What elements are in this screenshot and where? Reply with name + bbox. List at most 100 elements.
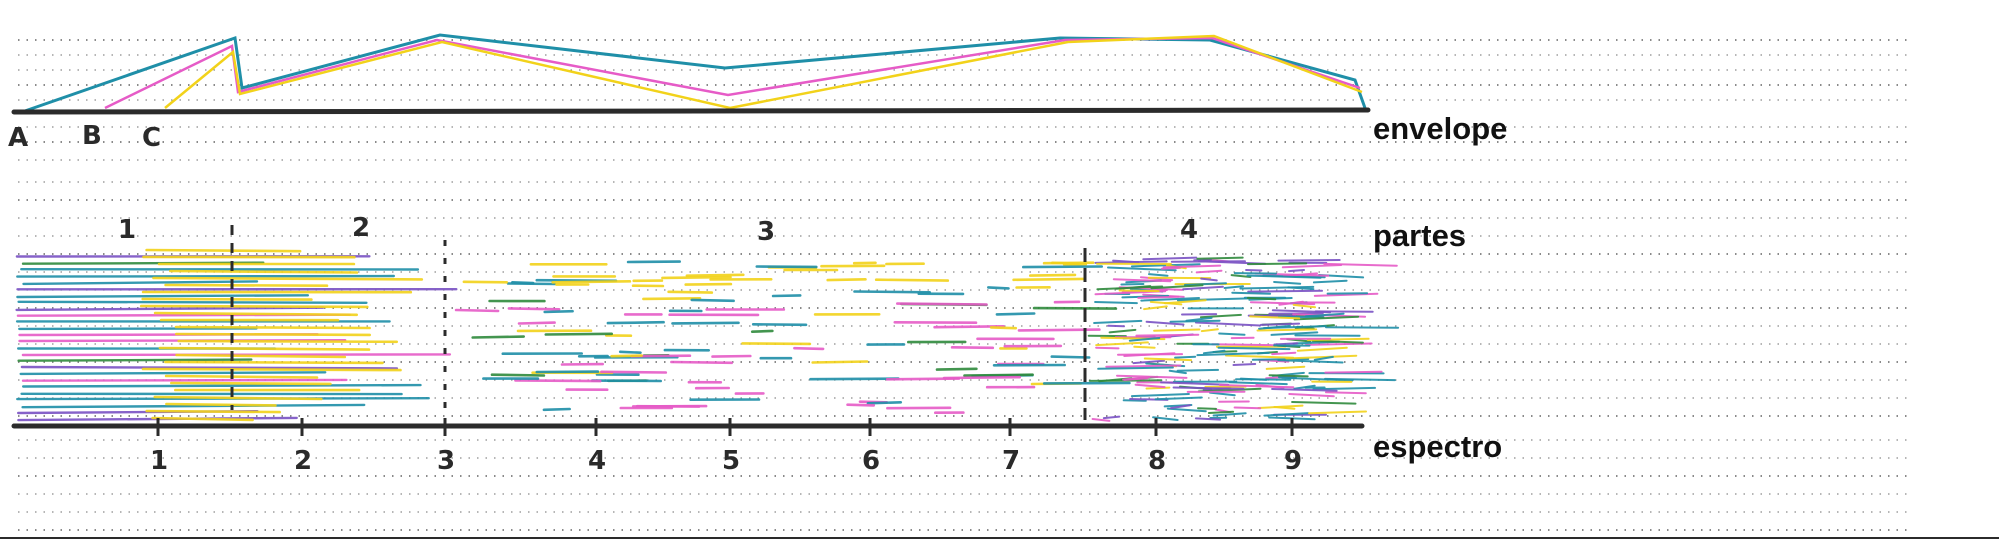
spectrum-stroke bbox=[175, 353, 347, 359]
spectrum-stroke bbox=[826, 277, 867, 282]
spectrum-stroke bbox=[1199, 313, 1242, 319]
spectrum-stroke bbox=[1093, 319, 1143, 324]
spectrum-stroke bbox=[1278, 376, 1298, 379]
spectrum-stroke bbox=[1325, 391, 1367, 395]
spectrum-stroke bbox=[685, 273, 745, 278]
spectrum-stroke bbox=[1170, 260, 1246, 263]
spectrum-stroke bbox=[1218, 384, 1295, 389]
spectrum-stroke bbox=[169, 269, 359, 274]
spectrum-stroke bbox=[1246, 274, 1322, 279]
spectrum-stroke bbox=[711, 354, 752, 358]
spectrum-tick-label: 8 bbox=[1148, 446, 1166, 476]
spectrum-ticks: 1 2 3 4 5 6 7 8 9 bbox=[150, 418, 1302, 476]
spectrum-stroke bbox=[1323, 262, 1398, 267]
spectrum-stroke bbox=[1233, 406, 1262, 410]
spectrum-stroke bbox=[1116, 374, 1188, 379]
spectrum-stroke bbox=[1246, 296, 1277, 301]
spectrum-stroke bbox=[17, 358, 253, 362]
spectrum-stroke bbox=[771, 294, 802, 298]
spectrum-stroke bbox=[1135, 333, 1200, 337]
spectrum-stroke bbox=[1112, 278, 1172, 283]
spectrum-stroke bbox=[490, 373, 546, 377]
spectrum-stroke bbox=[551, 279, 632, 284]
envelope-curves bbox=[21, 33, 1367, 114]
spectrum-stroke bbox=[670, 360, 734, 365]
spectrum-stroke bbox=[507, 307, 561, 311]
spectrum-stroke bbox=[1137, 295, 1180, 299]
spectrum-stroke bbox=[151, 416, 254, 422]
spectrum-tick-label: 9 bbox=[1284, 446, 1302, 476]
partes-label: partes bbox=[1373, 218, 1466, 253]
spectrum-stroke bbox=[1217, 346, 1291, 351]
spectrum-stroke bbox=[809, 377, 900, 381]
spectrum-stroke bbox=[1325, 326, 1400, 329]
spectrum-stroke bbox=[164, 374, 319, 379]
spectrum-stroke bbox=[1107, 266, 1177, 272]
spectrum-stroke bbox=[1249, 301, 1316, 306]
spectrum-stroke bbox=[1305, 342, 1373, 346]
spectrum-stroke bbox=[170, 381, 332, 386]
spectrum-stroke bbox=[1293, 315, 1360, 321]
spectrum-stroke bbox=[15, 306, 325, 312]
spectrum-stroke bbox=[1278, 300, 1304, 306]
spectrum-stroke bbox=[1133, 345, 1156, 349]
spectrum-stroke bbox=[21, 378, 348, 382]
spectrum-stroke bbox=[1120, 283, 1145, 286]
spectrum-stroke bbox=[153, 395, 323, 401]
spectrum-tick-label: 1 bbox=[150, 446, 168, 476]
spectrum-stroke bbox=[750, 329, 774, 334]
spectrum-tick-label: 2 bbox=[294, 446, 312, 476]
spectrum-stroke bbox=[751, 322, 808, 327]
spectrum-stroke bbox=[22, 280, 259, 286]
spectrum-stroke bbox=[145, 409, 282, 414]
spectrum-stroke bbox=[661, 275, 732, 280]
spectrum-stroke bbox=[1154, 396, 1203, 401]
spectrum-stroke bbox=[690, 298, 735, 303]
spectrum-tick-label: 7 bbox=[1002, 446, 1020, 476]
spectrum-stroke bbox=[1223, 285, 1244, 289]
spectrum-stroke bbox=[1132, 359, 1165, 365]
spectrum-stroke bbox=[1096, 285, 1164, 291]
spectrum-stroke bbox=[1270, 331, 1319, 336]
spectrum-stroke bbox=[1121, 294, 1170, 299]
spectrum-stroke bbox=[1017, 328, 1101, 332]
spectrum-stroke bbox=[1152, 416, 1179, 421]
spectrum-stroke bbox=[1308, 410, 1367, 415]
spectrum-stroke bbox=[1142, 256, 1198, 261]
spectrum-stroke bbox=[642, 296, 702, 301]
spectrum-stroke bbox=[866, 400, 903, 405]
spectrum-stroke bbox=[1105, 364, 1182, 368]
spectrum-stroke bbox=[1050, 355, 1091, 359]
spectrum-stroke bbox=[1140, 297, 1200, 302]
spectrum-stroke bbox=[1160, 266, 1182, 270]
spectrum-stroke bbox=[543, 309, 574, 314]
spectrum-stroke bbox=[1176, 368, 1219, 372]
spectrum-stroke bbox=[1235, 378, 1292, 381]
spectrum-stroke bbox=[1239, 285, 1315, 290]
spectrum-stroke bbox=[1196, 351, 1270, 357]
spectrum-stroke bbox=[1211, 343, 1274, 347]
spectrum-stroke bbox=[1095, 346, 1120, 350]
spectrum-stroke bbox=[1218, 332, 1246, 336]
spectrum-stroke bbox=[846, 403, 876, 407]
spectrum-stroke bbox=[1312, 386, 1376, 391]
spectrum-stroke bbox=[986, 286, 1010, 290]
spectrum-stroke bbox=[1107, 324, 1125, 328]
spectrum-stroke bbox=[1102, 415, 1121, 420]
spectrum-stroke bbox=[1312, 279, 1348, 284]
spectrum-stroke bbox=[1262, 325, 1327, 330]
spectrum-stroke bbox=[141, 297, 313, 301]
part-number-4: 4 bbox=[1180, 215, 1198, 245]
spectrum-stroke bbox=[1164, 299, 1207, 305]
spectrum-stroke bbox=[671, 321, 740, 325]
spectrum-stroke bbox=[667, 290, 714, 294]
envelope-curve-c bbox=[164, 34, 1363, 110]
spectrum-stroke bbox=[1324, 377, 1396, 382]
spectrum-stroke bbox=[1245, 269, 1263, 272]
spectrum-stroke bbox=[1193, 258, 1212, 262]
spectrum-stroke bbox=[1162, 264, 1222, 269]
spectrum-stroke bbox=[885, 377, 961, 381]
spectrum-stroke bbox=[1094, 301, 1138, 305]
spectrum-stroke bbox=[1273, 342, 1299, 346]
spectrum-stroke bbox=[164, 283, 329, 288]
